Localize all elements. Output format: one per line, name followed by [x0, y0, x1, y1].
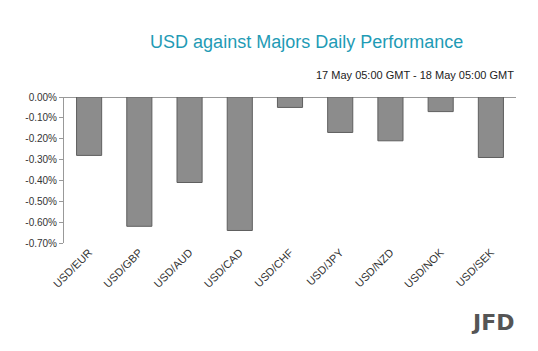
svg-text:-0.20%: -0.20% [25, 133, 57, 144]
svg-text:-0.70%: -0.70% [25, 238, 57, 249]
svg-text:USD/NOK: USD/NOK [402, 246, 446, 290]
svg-text:JFD: JFD [471, 310, 514, 335]
svg-text:-0.60%: -0.60% [25, 217, 57, 228]
svg-text:0.00%: 0.00% [29, 92, 57, 103]
svg-text:-0.30%: -0.30% [25, 154, 57, 165]
svg-text:-0.50%: -0.50% [25, 196, 57, 207]
svg-text:USD/SEK: USD/SEK [454, 246, 497, 289]
svg-text:USD/AUD: USD/AUD [151, 246, 195, 290]
svg-text:17 May 05:00 GMT - 18 May 05:0: 17 May 05:00 GMT - 18 May 05:00 GMT [316, 69, 514, 81]
svg-text:-0.40%: -0.40% [25, 175, 57, 186]
svg-text:USD/CHF: USD/CHF [252, 246, 295, 289]
svg-text:USD/GBP: USD/GBP [101, 246, 144, 289]
svg-text:USD against Majors Daily Perfo: USD against Majors Daily Performance [150, 32, 463, 52]
svg-text:USD/EUR: USD/EUR [51, 246, 95, 290]
svg-text:USD/JPY: USD/JPY [304, 246, 346, 288]
svg-text:-0.10%: -0.10% [25, 112, 57, 123]
svg-text:USD/CAD: USD/CAD [202, 246, 246, 290]
svg-text:USD/NZD: USD/NZD [353, 246, 396, 289]
